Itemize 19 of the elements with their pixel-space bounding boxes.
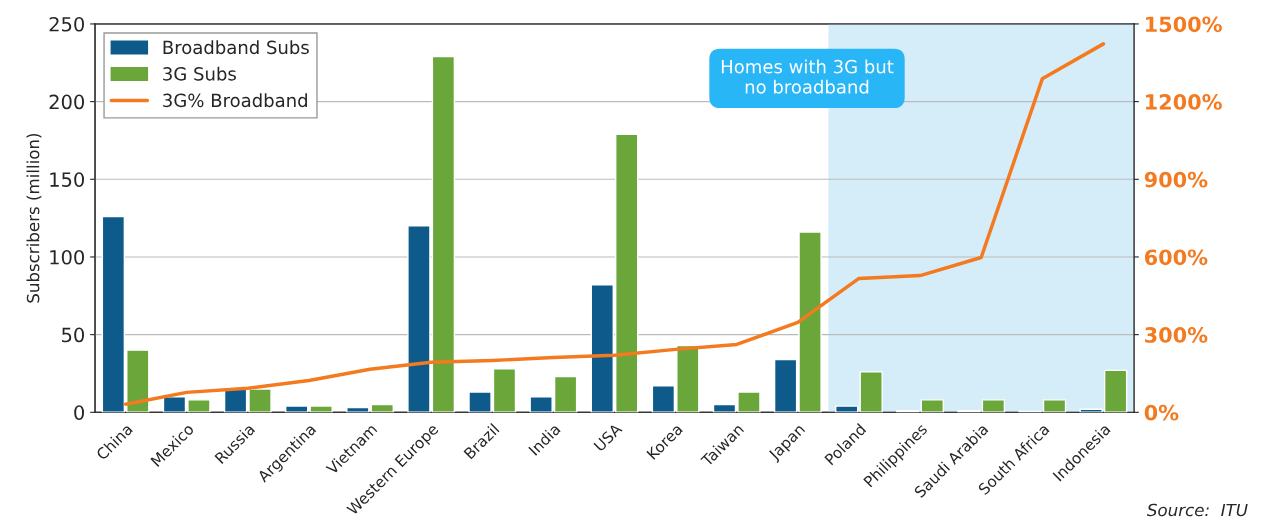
y-tick-label: 250 xyxy=(49,16,85,32)
y2-tick-label: 0% xyxy=(1144,404,1179,421)
y-tick-label: 150 xyxy=(50,172,85,187)
legend-label: 3G% Broadband xyxy=(163,93,307,108)
annotation: Homes with 3G but no broadband xyxy=(721,59,894,94)
y2-tick-label: 300% xyxy=(1145,327,1208,343)
y-tick-label: 200 xyxy=(49,94,85,110)
y-tick-label: 100 xyxy=(50,249,85,265)
legend-label: 3G Subs xyxy=(163,66,236,81)
y2-tick-label: 1500% xyxy=(1146,16,1222,33)
y-axis-title: Subscribers (million) xyxy=(26,133,42,303)
line-series xyxy=(123,42,1106,407)
y2-tick-label: 600% xyxy=(1144,249,1208,266)
y-tick-label: 0 xyxy=(74,405,85,420)
y-tick-label: 50 xyxy=(62,327,85,343)
y2-tick-label: 900% xyxy=(1144,171,1208,188)
source-note: Source: ITU xyxy=(1146,503,1248,517)
y2-tick-label: 1200% xyxy=(1146,94,1222,110)
legend-label: Broadband Subs xyxy=(163,40,309,55)
